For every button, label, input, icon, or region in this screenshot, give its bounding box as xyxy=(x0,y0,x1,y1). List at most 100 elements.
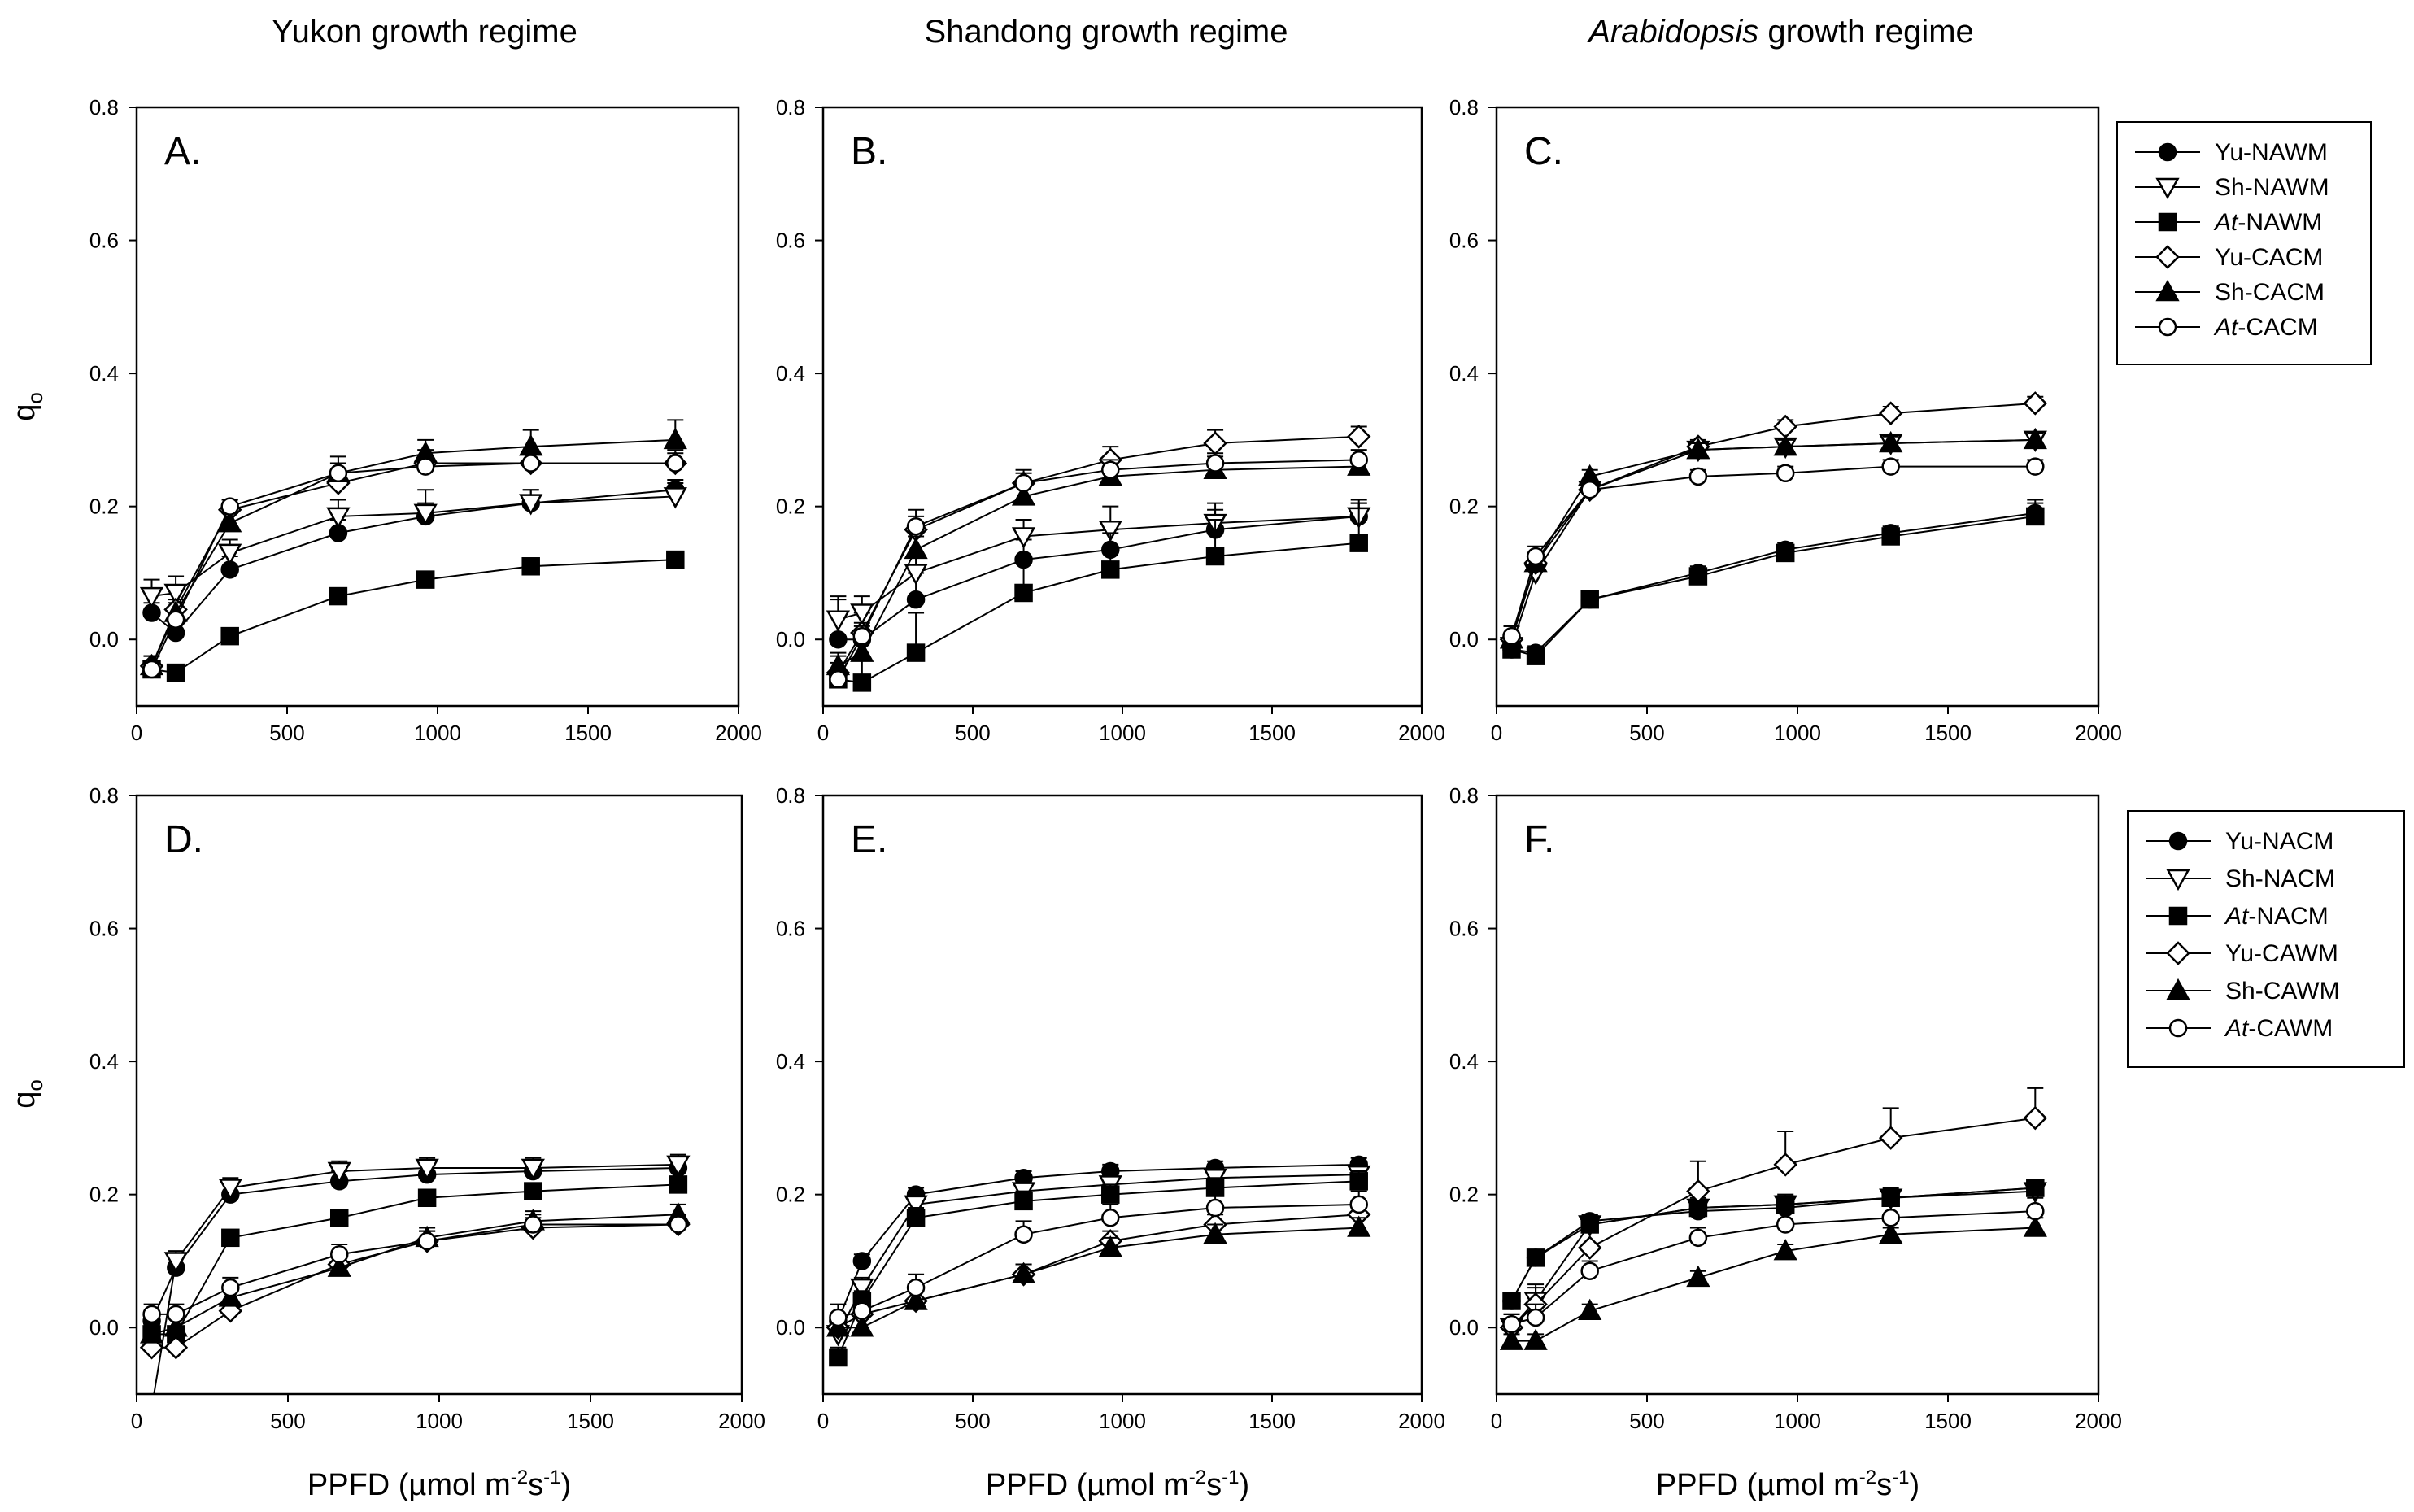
x-tick-label: 1500 xyxy=(1924,721,1972,745)
y-axis-title-top: qo xyxy=(7,392,47,421)
data-point xyxy=(1203,431,1227,455)
x-tick-label: 2000 xyxy=(2075,721,2122,745)
data-point xyxy=(826,610,851,632)
series-at-nawm xyxy=(1502,502,2045,665)
x-tick-label: 1000 xyxy=(1099,1409,1146,1433)
data-point xyxy=(1502,1314,1521,1334)
data-point xyxy=(163,1335,189,1360)
svg-text:qo: qo xyxy=(7,392,47,421)
x-tick-label: 500 xyxy=(269,721,304,745)
x-tick-label: 2000 xyxy=(715,721,762,745)
x-tick-label: 1000 xyxy=(416,1409,463,1433)
x-tick-label: 0 xyxy=(817,1409,829,1433)
data-point xyxy=(850,1315,874,1337)
legend-marker xyxy=(2158,212,2177,232)
plot-frame xyxy=(821,106,1423,708)
y-tick-label: 0.6 xyxy=(89,917,119,941)
data-point xyxy=(1014,1192,1033,1211)
data-point xyxy=(852,1301,872,1321)
x-tick-label: 500 xyxy=(955,721,990,745)
legend-item: Yu-NAWM xyxy=(2135,139,2328,166)
y-axis-title-bottom: qo xyxy=(7,1079,47,1109)
data-point xyxy=(852,626,872,646)
data-point xyxy=(327,1161,351,1184)
y-tick-label: 0.0 xyxy=(1449,1315,1479,1340)
panel-d: 0 500 1000 1500 2000 0.0 0.2 0.4 0.6 0.8 D. xyxy=(89,783,765,1433)
legend-item: At-NACM xyxy=(2146,903,2329,930)
data-point xyxy=(519,494,543,516)
data-point xyxy=(1878,401,1903,425)
y-tick-label: 0.8 xyxy=(89,95,119,120)
series-yu-nawm xyxy=(1502,499,2045,662)
x-tick-label: 2000 xyxy=(2075,1409,2122,1433)
data-point xyxy=(1349,1195,1368,1214)
data-point xyxy=(521,557,540,576)
data-point xyxy=(1347,1215,1371,1237)
series-at-nawm xyxy=(142,550,685,682)
y-tick-label: 0.6 xyxy=(1449,229,1479,253)
data-point xyxy=(1881,1209,1900,1227)
data-point xyxy=(906,516,926,536)
x-tick-label: 0 xyxy=(131,1409,142,1433)
panel-letter: A. xyxy=(164,130,201,173)
legend-marker xyxy=(2168,831,2188,851)
legend-item: Sh-NACM xyxy=(2146,865,2335,892)
legend-item: Sh-CACM xyxy=(2135,279,2325,306)
y-tick-label: 0.2 xyxy=(89,495,119,519)
data-point xyxy=(415,1158,439,1181)
data-point xyxy=(1011,1261,1036,1284)
data-point xyxy=(413,503,438,525)
data-point xyxy=(1879,1222,1903,1244)
plot-area xyxy=(139,419,688,682)
data-point xyxy=(1580,480,1599,499)
data-point xyxy=(417,1188,437,1208)
x-tick-label: 1000 xyxy=(1099,721,1146,745)
data-point xyxy=(167,1305,185,1324)
data-point xyxy=(850,1278,874,1301)
panel-a: 0 500 1000 1500 2000 0.0 0.2 0.4 0.6 0.8 A. xyxy=(89,95,762,745)
data-point xyxy=(852,1252,872,1270)
series-at-cacm xyxy=(829,449,1368,689)
data-point xyxy=(1499,1328,1524,1350)
data-point xyxy=(1101,1185,1120,1204)
panel-letter: F. xyxy=(1524,818,1554,861)
data-point xyxy=(1101,1209,1120,1227)
legend-label: Yu-CAWM xyxy=(2225,940,2338,967)
data-point xyxy=(1203,1222,1227,1244)
data-point xyxy=(1205,547,1225,566)
y-tick-label: 0.0 xyxy=(89,1315,119,1340)
data-point xyxy=(1101,460,1120,479)
y-tick-label: 0.4 xyxy=(1449,361,1479,386)
panel-f: 0 500 1000 1500 2000 0.0 0.2 0.4 0.6 0.8 F. xyxy=(1449,783,2122,1433)
y-tick-label: 0.2 xyxy=(1449,1183,1479,1207)
data-point xyxy=(1578,1298,1602,1321)
data-point xyxy=(1526,647,1545,665)
data-point xyxy=(904,564,928,586)
y-tick-label: 0.8 xyxy=(89,783,119,808)
data-point xyxy=(906,1209,926,1227)
data-point xyxy=(850,603,874,625)
data-point xyxy=(1523,1328,1548,1350)
data-point xyxy=(829,1308,848,1327)
data-point xyxy=(1686,438,1710,460)
x-axis-titles: PPFD (µmol m-2s-1) PPFD (µmol m-2s-1) PP… xyxy=(307,1466,1919,1502)
data-point xyxy=(218,543,242,565)
x-tick-label: 1000 xyxy=(414,721,461,745)
series-at-cacm xyxy=(1502,457,2045,646)
data-point xyxy=(1881,457,1900,476)
series-at-cawm xyxy=(829,1190,1368,1327)
x-tick-label: 1500 xyxy=(1248,721,1296,745)
x-tick-label: 2000 xyxy=(1398,1409,1445,1433)
data-point xyxy=(2023,1215,2047,1237)
data-point xyxy=(1502,1292,1521,1310)
x-tick-label: 0 xyxy=(817,721,829,745)
data-point xyxy=(2026,457,2045,476)
data-point xyxy=(1014,473,1033,493)
data-point xyxy=(829,1348,848,1367)
data-point xyxy=(524,1182,542,1200)
legend-label: Sh-CAWM xyxy=(2225,978,2340,1004)
legend-label: At-NACM xyxy=(2224,903,2329,930)
data-point xyxy=(2023,1105,2048,1131)
data-point xyxy=(1014,583,1033,603)
